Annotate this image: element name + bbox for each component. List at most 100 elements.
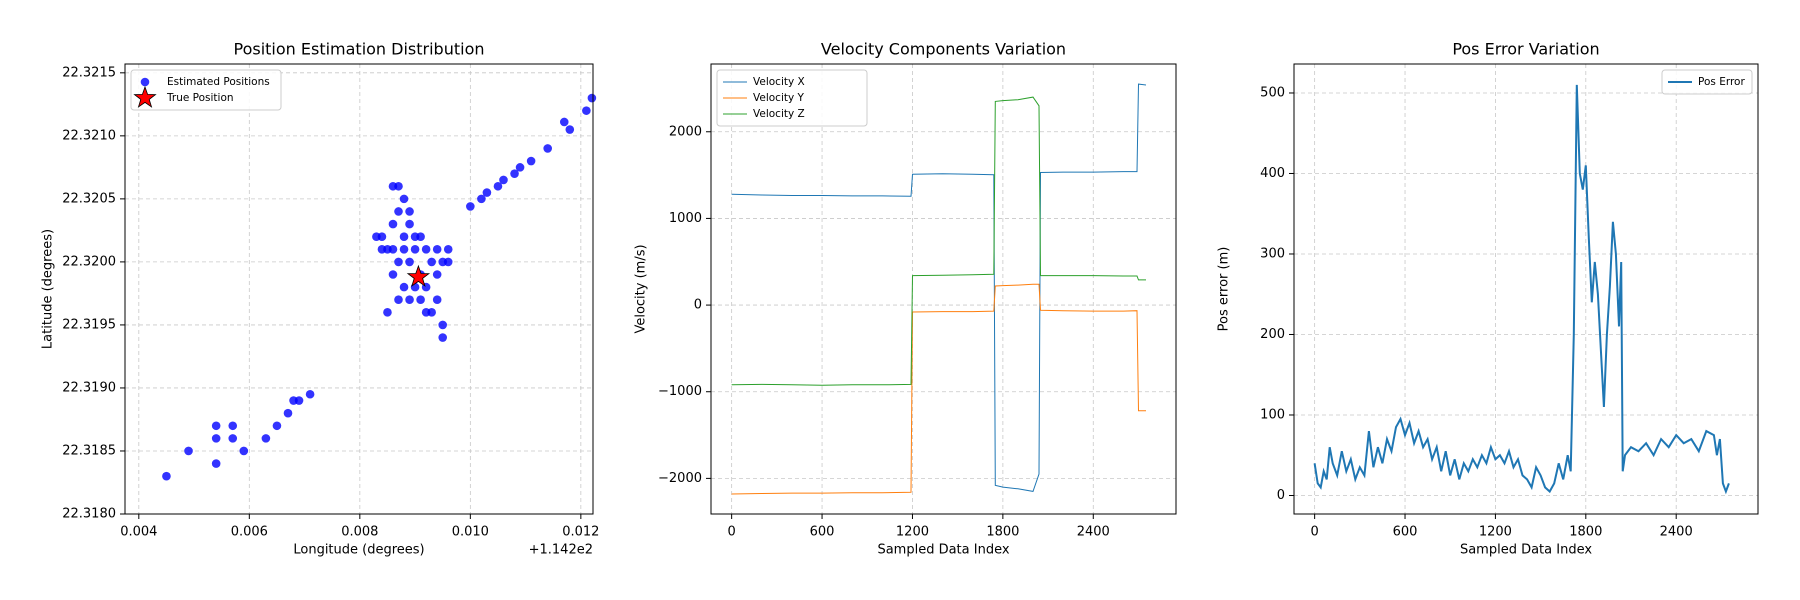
point	[416, 295, 425, 305]
x-tick-label: 600	[810, 525, 835, 540]
x-tick-label: 2400	[1660, 525, 1693, 540]
point	[405, 295, 414, 305]
y-tick-label: 100	[1260, 407, 1285, 422]
x-tick-label: 0	[1310, 525, 1318, 540]
point	[383, 308, 392, 317]
point	[184, 446, 193, 456]
point	[543, 144, 552, 153]
point	[399, 244, 409, 254]
legend-marker	[133, 85, 157, 108]
y-tick-label: −2000	[658, 471, 702, 486]
x-axis-label: Sampled Data Index	[1460, 543, 1592, 558]
chart-title: Velocity Components Variation	[821, 40, 1066, 59]
y-tick-label: 22.3180	[62, 507, 116, 522]
point	[416, 232, 425, 241]
point	[394, 181, 403, 191]
y-tick-label: 22.3190	[62, 380, 116, 395]
legend-label: True Position	[166, 92, 234, 104]
point	[228, 421, 238, 431]
y-tick-label: 0	[694, 298, 702, 313]
point	[399, 194, 409, 204]
point	[438, 320, 448, 330]
point	[394, 295, 403, 305]
chart-title: Position Estimation Distribution	[233, 40, 484, 59]
x-tick-label: 0.004	[120, 525, 157, 540]
line	[731, 96, 1146, 386]
x-tick-label: 2400	[1077, 525, 1110, 540]
point	[388, 244, 398, 254]
point	[410, 244, 420, 254]
point	[283, 408, 293, 418]
legend-label: Velocity X	[753, 76, 805, 88]
point	[427, 308, 436, 317]
point	[438, 333, 448, 342]
point	[261, 434, 271, 443]
point	[565, 125, 575, 134]
line	[1313, 84, 1730, 495]
plot-frame	[710, 63, 1177, 515]
legend-marker	[140, 77, 150, 87]
point	[388, 219, 398, 229]
legend-label: Estimated Positions	[167, 76, 270, 88]
y-tick-label: 400	[1260, 166, 1285, 181]
point	[406, 264, 431, 287]
y-tick-label: 22.3215	[62, 65, 116, 80]
point	[399, 282, 409, 292]
legend-box	[1661, 69, 1753, 95]
point	[394, 207, 403, 216]
point	[510, 169, 519, 178]
point	[405, 257, 414, 267]
x-tick-label: 1800	[1569, 525, 1602, 540]
chart-title: Pos Error Variation	[1452, 40, 1599, 59]
point	[372, 232, 381, 241]
point	[162, 471, 171, 481]
point	[477, 194, 486, 204]
legend: Estimated Positions True Position	[130, 69, 282, 111]
point	[377, 244, 387, 254]
point	[559, 117, 569, 127]
point	[499, 175, 508, 185]
y-axis-label: Latitude (degrees)	[41, 229, 56, 349]
point	[394, 257, 403, 267]
line	[731, 283, 1146, 495]
x-tick-label: 0.006	[231, 525, 268, 540]
point	[443, 257, 453, 267]
x-tick-label: 600	[1393, 525, 1418, 540]
point	[211, 459, 221, 468]
x-tick-label: 1200	[896, 525, 929, 540]
point	[493, 181, 503, 191]
x-tick-label: 0.008	[341, 525, 378, 540]
point	[211, 434, 221, 443]
y-tick-label: 1000	[669, 211, 702, 226]
legend: Pos Error	[1661, 69, 1753, 95]
legend-box	[716, 69, 868, 127]
point	[421, 244, 431, 254]
y-tick-label: 200	[1260, 327, 1285, 342]
point	[466, 202, 475, 211]
point	[432, 295, 442, 305]
point	[515, 163, 525, 172]
point	[294, 396, 304, 405]
y-tick-label: −1000	[658, 384, 702, 399]
x-axis-label: Sampled Data Index	[877, 543, 1009, 558]
point	[239, 446, 249, 456]
x-tick-label: 0.012	[562, 525, 599, 540]
point	[432, 270, 442, 279]
point	[443, 244, 453, 254]
x-tick-label: 1200	[1479, 525, 1512, 540]
plot-frame	[1293, 63, 1759, 515]
plot-frame	[124, 63, 594, 515]
point	[432, 244, 442, 254]
point	[587, 93, 597, 103]
x-axis-label: Longitude (degrees)	[293, 543, 424, 558]
x-offset-label: +1.142e2	[529, 543, 593, 558]
point	[211, 421, 221, 431]
y-tick-label: 22.3185	[62, 443, 116, 458]
x-tick-label: 0.010	[452, 525, 489, 540]
y-tick-label: 22.3195	[62, 317, 116, 332]
point	[482, 188, 492, 197]
point	[405, 207, 414, 216]
point	[427, 257, 436, 267]
